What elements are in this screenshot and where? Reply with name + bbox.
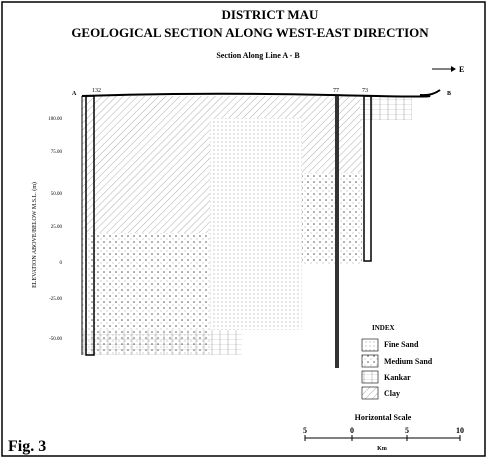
ground-surface <box>82 90 440 97</box>
scale-tick: 0 <box>350 426 354 435</box>
section-label: Section Along Line A - B <box>216 51 300 60</box>
index-title: INDEX <box>372 324 395 332</box>
scale-title: Horizontal Scale <box>355 413 412 422</box>
point-b: B <box>447 91 451 97</box>
y-tick-label: 25.00 <box>51 225 63 230</box>
y-ticks: 100.00 75.00 50.00 25.00 0 -25.00 -50.00 <box>48 117 62 342</box>
diagram: DISTRICT MAU GEOLOGICAL SECTION ALONG WE… <box>0 0 488 459</box>
swatch <box>362 371 378 383</box>
index-item: Clay <box>384 389 400 398</box>
scale-bar <box>305 435 460 441</box>
swatch <box>362 355 378 367</box>
figure-label: Fig. 3 <box>8 438 46 455</box>
y-axis-label: ELEVATION ABOVE/BELOW M.S.L. (m) <box>31 182 38 288</box>
y-tick-label: 50.00 <box>51 192 63 197</box>
scale-tick: 5 <box>405 426 409 435</box>
y-tick-label: 75.00 <box>51 150 63 155</box>
scale-tick: 5 <box>303 426 307 435</box>
y-tick-label: 0 <box>60 261 63 266</box>
subtitle: GEOLOGICAL SECTION ALONG WEST-EAST DIREC… <box>71 25 429 40</box>
title: DISTRICT MAU <box>222 7 320 22</box>
strata <box>82 96 412 355</box>
point-a: A <box>72 91 77 97</box>
y-tick-label: 100.00 <box>48 117 62 122</box>
y-tick-label: -25.00 <box>49 297 62 302</box>
scale-unit: Km <box>377 446 387 452</box>
well-label: 73 <box>362 88 368 94</box>
y-tick-label: -50.00 <box>49 337 62 342</box>
swatch <box>362 387 378 399</box>
index-item: Fine Sand <box>384 340 419 349</box>
direction: E <box>459 65 464 74</box>
swatch <box>362 339 378 351</box>
arrow-head <box>451 66 456 72</box>
well-label: 132 <box>92 88 101 94</box>
index-item: Medium Sand <box>384 357 433 366</box>
index-item: Kankar <box>384 373 411 382</box>
well-label: 77 <box>333 88 339 94</box>
scale-tick: 10 <box>456 426 464 435</box>
